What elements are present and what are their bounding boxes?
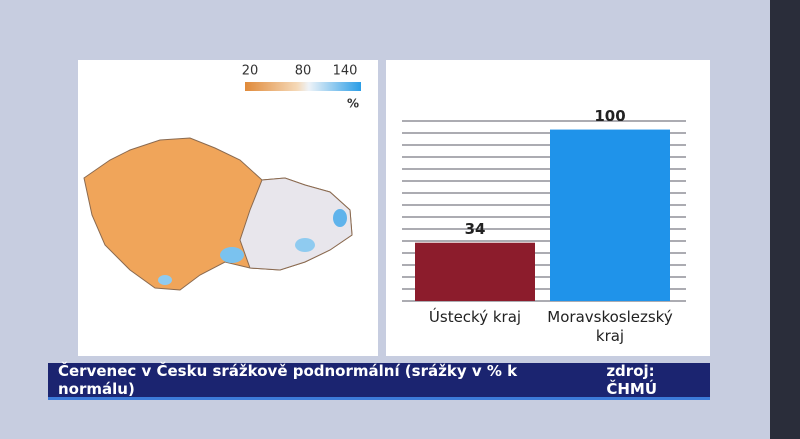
- caption-source: zdroj: ČHMÚ: [606, 362, 657, 398]
- map-wet-area: [333, 209, 347, 227]
- map-wet-area: [220, 247, 244, 263]
- scale-tick-label: 140: [333, 64, 358, 79]
- map-east: [239, 177, 353, 271]
- map-wet-area: [158, 275, 172, 285]
- scale-tick-label: 80: [295, 64, 312, 79]
- caption-title: Červenec v Česku srážkově podnormální (s…: [58, 362, 518, 398]
- category-label: Ústecký kraj: [428, 308, 522, 326]
- value-label: 34: [465, 220, 486, 238]
- bar: [550, 129, 670, 301]
- caption-bar: Červenec v Česku srážkově podnormální (s…: [48, 362, 710, 400]
- bar: [415, 242, 535, 301]
- scale-unit: %: [347, 97, 359, 111]
- tv-edge: [770, 0, 800, 439]
- category-label: Moravskoslezský kraj: [547, 308, 673, 345]
- color-scale: [245, 82, 361, 91]
- value-label: 100: [594, 107, 625, 125]
- map-wet-area: [295, 238, 315, 252]
- scale-tick-label: 20: [242, 64, 259, 79]
